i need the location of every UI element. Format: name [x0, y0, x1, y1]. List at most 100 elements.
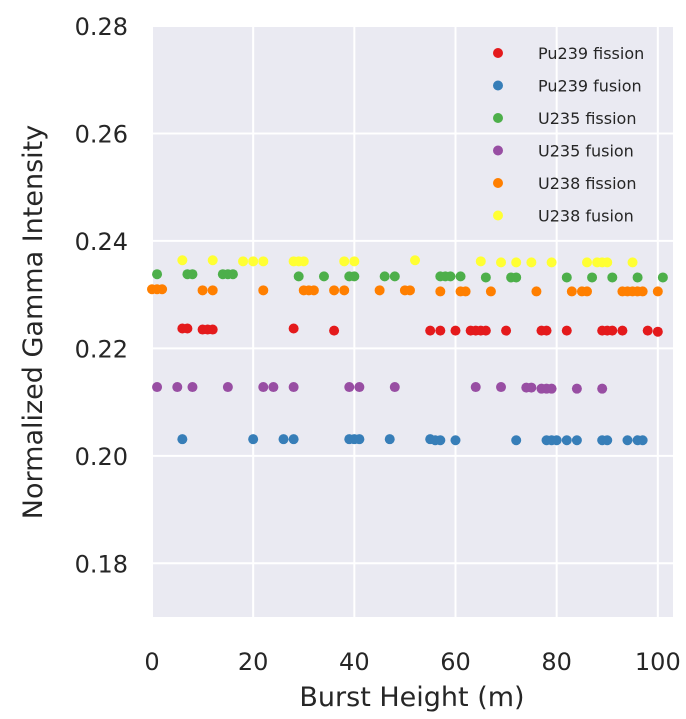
data-point	[177, 255, 188, 266]
data-point	[632, 272, 643, 283]
data-point	[389, 382, 400, 393]
data-point	[587, 272, 598, 283]
data-point	[445, 271, 456, 282]
data-point	[531, 286, 542, 297]
legend-marker	[493, 80, 503, 91]
data-point	[349, 256, 360, 267]
data-point	[546, 383, 557, 394]
y-tick-label: 0.20	[75, 443, 128, 471]
data-point	[288, 323, 299, 334]
data-point	[546, 257, 557, 268]
data-point	[526, 382, 537, 393]
data-point	[485, 286, 496, 297]
y-tick-label: 0.26	[75, 120, 128, 148]
data-point	[187, 269, 198, 280]
data-point	[622, 435, 633, 446]
data-point	[460, 286, 471, 297]
data-point	[248, 434, 259, 445]
data-point	[480, 272, 491, 283]
x-axis-label: Burst Height (m)	[299, 682, 524, 713]
data-point	[339, 285, 350, 296]
data-point	[637, 435, 648, 446]
data-point	[258, 285, 269, 296]
data-point	[602, 435, 613, 446]
data-point	[222, 382, 233, 393]
x-tick-labels: 0 20 40 60 80 100	[144, 648, 680, 676]
data-point	[511, 272, 522, 283]
legend-label: U238 fusion	[538, 207, 634, 226]
legend-marker	[493, 210, 503, 221]
data-point	[571, 383, 582, 394]
data-point	[435, 325, 446, 336]
y-tick-labels: 0.18 0.20 0.22 0.24 0.26 0.28	[75, 13, 128, 578]
data-point	[496, 257, 507, 268]
data-point	[501, 325, 512, 336]
legend: Pu239 fission Pu239 fusion U235 fission U23…	[493, 44, 644, 226]
data-point	[470, 382, 481, 393]
legend-label: Pu239 fission	[538, 44, 644, 63]
data-point	[652, 326, 663, 337]
y-tick-label: 0.28	[75, 13, 128, 41]
data-point	[496, 382, 507, 393]
data-point	[329, 325, 340, 336]
legend-marker	[493, 145, 503, 156]
data-point	[318, 271, 329, 282]
plot-background	[152, 26, 673, 617]
x-tick-label: 100	[635, 648, 681, 676]
data-point	[374, 285, 385, 296]
data-point	[607, 325, 618, 336]
data-point	[172, 382, 183, 393]
data-point	[308, 285, 319, 296]
x-tick-label: 80	[541, 648, 572, 676]
data-point	[227, 269, 238, 280]
legend-marker	[493, 48, 503, 58]
data-point	[425, 325, 436, 336]
data-point	[197, 285, 208, 296]
legend-marker	[493, 113, 503, 123]
data-point	[582, 257, 593, 268]
data-point	[404, 285, 415, 296]
data-point	[571, 435, 582, 446]
data-point	[379, 271, 390, 282]
data-point	[278, 434, 289, 445]
data-point	[354, 382, 365, 393]
data-point	[561, 325, 572, 336]
data-point	[207, 255, 218, 266]
data-point	[561, 435, 572, 446]
data-point	[475, 256, 486, 267]
data-point	[551, 435, 562, 446]
data-point	[602, 257, 613, 268]
data-point	[455, 271, 466, 282]
y-tick-label: 0.24	[75, 228, 128, 256]
data-point	[207, 324, 218, 335]
data-point	[480, 325, 491, 336]
data-point	[182, 323, 193, 334]
x-tick-label: 40	[339, 648, 370, 676]
data-point	[187, 382, 198, 393]
data-point	[344, 382, 355, 393]
data-point	[541, 325, 552, 336]
data-point	[607, 272, 618, 283]
data-points	[147, 255, 668, 446]
grid-lines	[151, 25, 673, 617]
data-point	[329, 285, 340, 296]
data-point	[293, 271, 304, 282]
data-point	[526, 257, 537, 268]
y-tick-label: 0.18	[75, 550, 128, 578]
data-point	[389, 271, 400, 282]
data-point	[435, 435, 446, 446]
x-tick-label: 0	[144, 648, 159, 676]
data-point	[384, 434, 395, 445]
data-point	[566, 286, 577, 297]
data-point	[657, 272, 668, 283]
data-point	[617, 325, 628, 336]
data-point	[207, 285, 218, 296]
data-point	[339, 256, 350, 267]
data-point	[258, 256, 269, 267]
legend-label: U235 fusion	[538, 142, 634, 161]
x-tick-label: 60	[440, 648, 471, 676]
legend-marker	[493, 178, 503, 188]
data-point	[288, 434, 299, 445]
data-point	[582, 286, 593, 297]
